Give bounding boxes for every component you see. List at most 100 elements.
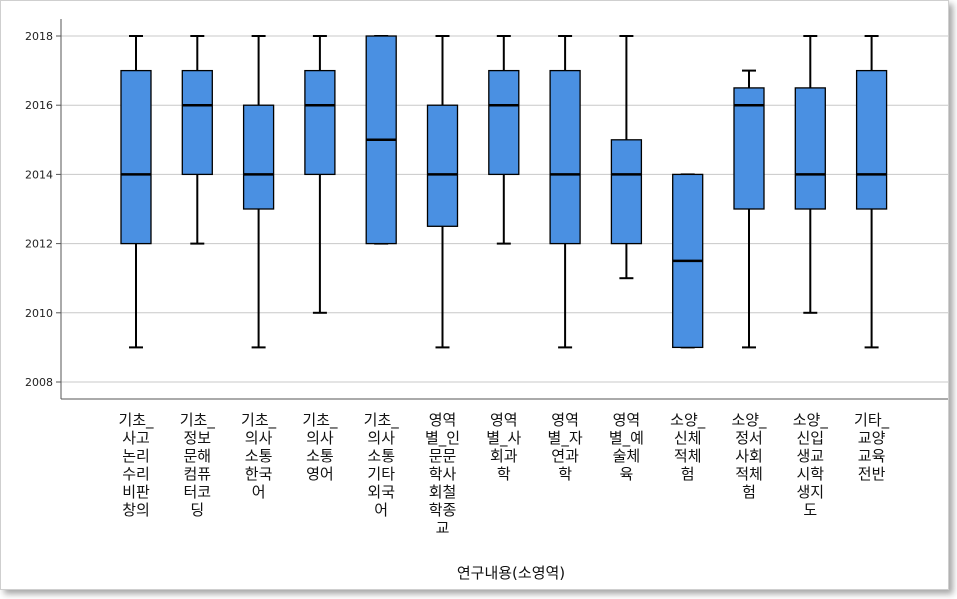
category-label: 영역 별_인 문문 학사 회철 학종 교 xyxy=(425,411,460,537)
category-label-line: 회과 xyxy=(490,447,518,465)
category-label-line: 교 xyxy=(436,519,450,537)
category-label-line: 영역 xyxy=(551,411,579,429)
box-item xyxy=(181,35,213,245)
category-label-line: 생지 xyxy=(796,483,824,501)
category-label-line: 별_사 xyxy=(486,429,521,448)
category-label-line: 전반 xyxy=(858,465,886,483)
category-label-line: 소양_ xyxy=(731,411,767,430)
iqr-box xyxy=(120,69,152,245)
box-item xyxy=(304,35,336,314)
category-label-line: 도 xyxy=(803,501,817,519)
category-label-line: 학종 xyxy=(429,501,457,519)
category-label: 영역 별_사 회과 학 xyxy=(486,411,521,483)
category-label-line: 한국 xyxy=(245,465,273,483)
category-label-line: 컴퓨 xyxy=(183,465,211,483)
category-label-line: 신체 xyxy=(674,429,702,447)
category-label: 기초_ 의사 소통 영어 xyxy=(302,411,338,483)
box-item xyxy=(488,35,520,245)
y-tick-label: 2014 xyxy=(25,168,53,181)
category-label-line: 어 xyxy=(374,501,388,519)
category-label-line: 기초_ xyxy=(118,411,154,430)
box-item xyxy=(365,35,397,245)
box-item xyxy=(610,35,643,280)
iqr-box xyxy=(304,69,336,176)
iqr-box xyxy=(733,87,765,210)
category-label-line: 별_인 xyxy=(425,429,460,448)
category-label: 기초_ 의사 소통 한국 어 xyxy=(241,411,277,501)
category-label: 영역 별_자 연과 학 xyxy=(548,411,583,483)
category-label: 기초_ 의사 소통 기타 외국 어 xyxy=(364,411,400,519)
category-label-line: 의사 xyxy=(306,429,334,447)
iqr-box xyxy=(549,69,581,245)
category-label-line: 소통 xyxy=(245,447,273,465)
category-label-line: 기초_ xyxy=(302,411,338,430)
category-label-line: 영역 xyxy=(429,411,457,429)
category-label-line: 시학 xyxy=(796,465,824,483)
category-label-line: 사회 xyxy=(735,447,763,465)
box-item xyxy=(426,35,459,349)
category-label-line: 영어 xyxy=(306,465,334,483)
y-tick-label: 2008 xyxy=(25,376,53,389)
category-label-line: 영역 xyxy=(490,411,518,429)
iqr-box xyxy=(610,139,643,245)
category-label: 기초_ 사고 논리 수리 비판 창의 xyxy=(118,411,154,519)
iqr-box xyxy=(181,69,213,176)
category-label-line: 소통 xyxy=(367,447,395,465)
category-label-line: 수리 xyxy=(122,465,150,483)
box-item xyxy=(242,35,275,349)
category-label-line: 사고 xyxy=(122,429,150,447)
category-label-line: 소통 xyxy=(306,447,334,465)
x-axis-title: 연구내용(소영역) xyxy=(457,564,565,582)
category-label-line: 의사 xyxy=(367,429,395,447)
box-item xyxy=(120,35,152,349)
category-label-line: 신입 xyxy=(796,429,824,447)
category-label-line: 창의 xyxy=(122,501,150,519)
iqr-box xyxy=(794,87,826,210)
iqr-box xyxy=(426,104,459,227)
iqr-box xyxy=(242,104,275,210)
category-label-line: 별_예 xyxy=(609,429,644,448)
category-label-line: 의사 xyxy=(245,429,273,447)
category-label-line: 비판 xyxy=(122,483,150,501)
category-label-line: 문해 xyxy=(183,447,211,465)
category-label: 소양_ 신입 생교 시학 생지 도 xyxy=(793,411,829,519)
category-label-line: 연과 xyxy=(551,447,579,465)
category-label-line: 술체 xyxy=(613,447,641,465)
y-axis-ticks: 2008 2010 2012 2014 2016 2018 xyxy=(25,30,61,389)
category-label-line: 터코 xyxy=(183,483,211,501)
category-label: 소양_ 정서 사회 적체 험 xyxy=(731,411,767,501)
boxes xyxy=(120,35,888,349)
category-label-line: 기타_ xyxy=(854,411,890,430)
category-label-line: 정보 xyxy=(183,429,211,447)
category-label: 기타_ 교양 교육 전반 xyxy=(854,411,890,483)
category-label: 영역 별_예 술체 육 xyxy=(609,411,644,483)
box-item xyxy=(672,173,704,349)
y-tick-label: 2010 xyxy=(25,307,53,320)
box-item xyxy=(733,69,765,349)
category-label-line: 소양_ xyxy=(670,411,706,430)
category-label-line: 교양 xyxy=(858,429,886,447)
category-label-line: 학 xyxy=(558,465,572,483)
iqr-box xyxy=(488,69,520,176)
y-tick-label: 2018 xyxy=(25,30,53,43)
category-label-line: 별_자 xyxy=(548,429,583,448)
chart-frame: 2008 2010 2012 2014 2016 2018 기초_ 사고 논리 수리 비판 창의 기초… xyxy=(0,0,949,590)
category-label-line: 학 xyxy=(497,465,511,483)
category-label-line: 회철 xyxy=(429,483,457,501)
category-label-line: 정서 xyxy=(735,429,763,447)
category-label-line: 기초_ xyxy=(180,411,216,430)
y-tick-label: 2016 xyxy=(25,99,53,112)
box-item xyxy=(549,35,581,349)
category-label-line: 영역 xyxy=(613,411,641,429)
category-label-line: 교육 xyxy=(858,447,886,465)
category-label-line: 험 xyxy=(742,483,756,501)
iqr-box xyxy=(855,69,888,210)
category-label-line: 소양_ xyxy=(793,411,829,430)
category-label-line: 딩 xyxy=(190,501,204,519)
category-label: 기초_ 정보 문해 컴퓨 터코 딩 xyxy=(180,411,216,519)
category-label-line: 문문 xyxy=(429,447,457,465)
category-label-line: 기초_ xyxy=(241,411,277,430)
category-label: 소양_ 신체 적체 험 xyxy=(670,411,706,483)
